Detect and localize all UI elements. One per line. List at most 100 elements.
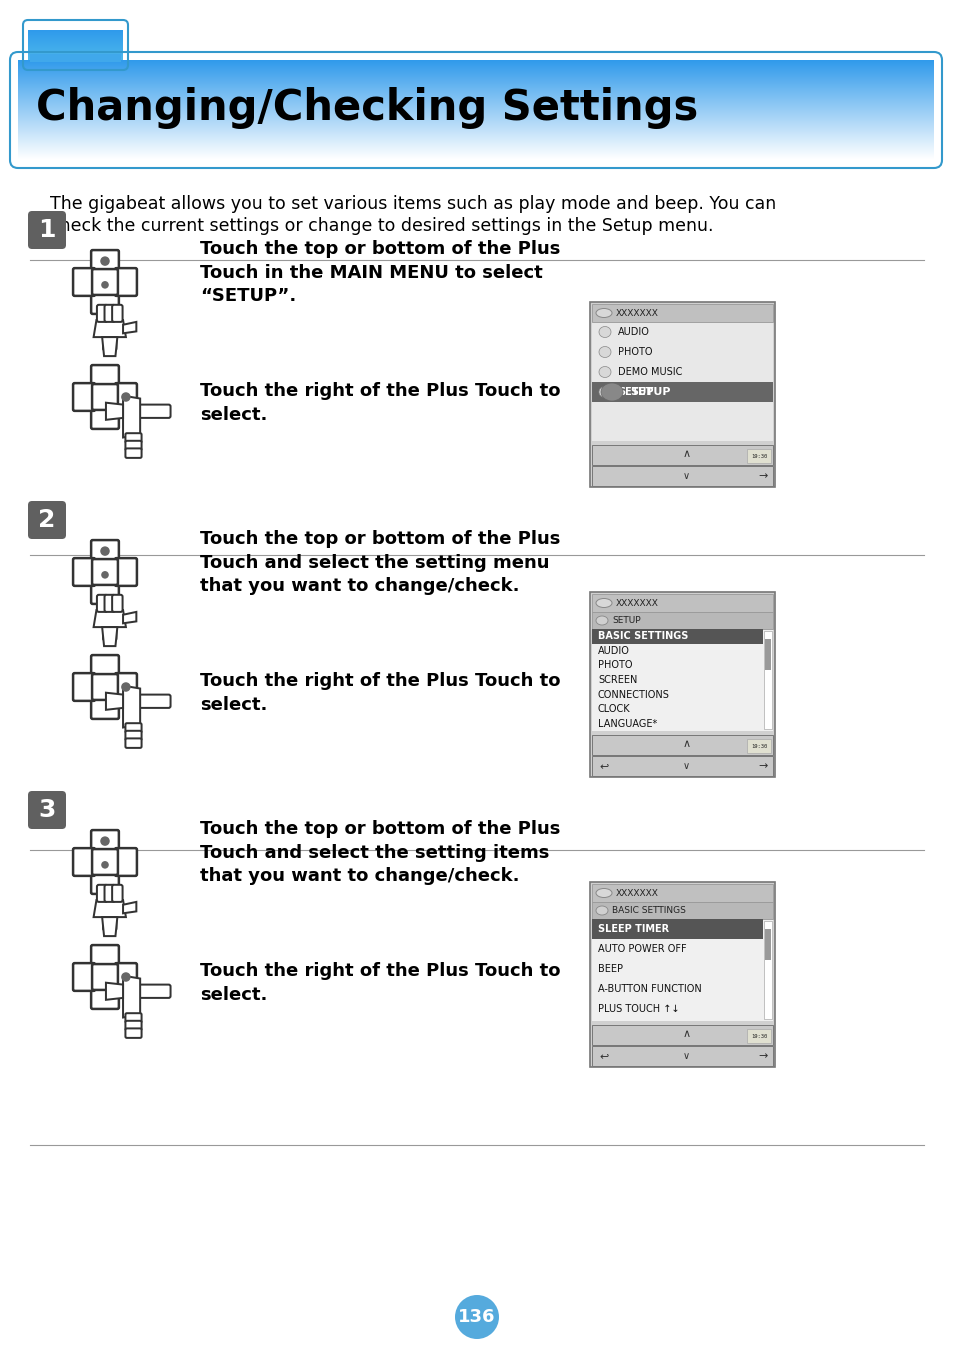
- Bar: [18, 113, 933, 114]
- Bar: [18, 111, 933, 113]
- Bar: [589, 303, 774, 487]
- Circle shape: [121, 683, 131, 692]
- Bar: [18, 80, 933, 81]
- Bar: [18, 148, 933, 151]
- Text: SETUP: SETUP: [612, 616, 640, 626]
- FancyBboxPatch shape: [91, 250, 119, 273]
- Bar: [592, 445, 772, 465]
- Text: CONNECTIONS: CONNECTIONS: [598, 689, 669, 700]
- FancyBboxPatch shape: [125, 738, 141, 748]
- Text: →: →: [758, 471, 767, 480]
- Text: ↩: ↩: [598, 1052, 608, 1061]
- FancyBboxPatch shape: [91, 292, 119, 313]
- Bar: [18, 118, 933, 119]
- FancyBboxPatch shape: [114, 963, 137, 991]
- Text: Touch the right of the Plus Touch to
select.: Touch the right of the Plus Touch to sel…: [200, 383, 560, 423]
- Text: SETUP: SETUP: [629, 387, 670, 398]
- Bar: [18, 148, 933, 149]
- Ellipse shape: [596, 616, 607, 626]
- Polygon shape: [123, 322, 136, 334]
- FancyBboxPatch shape: [92, 559, 118, 585]
- Bar: [18, 98, 933, 99]
- Bar: [18, 68, 933, 69]
- Text: ↩: ↩: [598, 761, 608, 771]
- Bar: [18, 61, 933, 62]
- Polygon shape: [93, 320, 126, 337]
- Bar: [592, 465, 772, 486]
- Bar: [18, 117, 933, 118]
- Bar: [18, 106, 933, 107]
- Bar: [18, 100, 933, 102]
- Text: XXXXXXX: XXXXXXX: [616, 308, 659, 318]
- Ellipse shape: [598, 327, 610, 338]
- FancyBboxPatch shape: [138, 985, 171, 997]
- Bar: [18, 137, 933, 138]
- Bar: [592, 883, 772, 902]
- Bar: [592, 756, 772, 776]
- Bar: [18, 156, 933, 157]
- Bar: [18, 73, 933, 75]
- Text: 19:30: 19:30: [750, 1034, 766, 1038]
- FancyBboxPatch shape: [73, 963, 95, 991]
- Bar: [18, 129, 933, 132]
- Bar: [592, 919, 762, 939]
- Bar: [746, 1029, 770, 1044]
- FancyBboxPatch shape: [125, 723, 141, 733]
- Text: The gigabeat allows you to set various items such as play mode and beep. You can: The gigabeat allows you to set various i…: [50, 195, 776, 213]
- Text: Touch the right of the Plus Touch to
select.: Touch the right of the Plus Touch to sel…: [200, 672, 560, 714]
- Bar: [18, 91, 933, 92]
- Text: 19:30: 19:30: [750, 453, 766, 459]
- Bar: [18, 64, 933, 65]
- Bar: [18, 96, 933, 98]
- FancyBboxPatch shape: [97, 594, 108, 612]
- Text: BEEP: BEEP: [598, 963, 622, 974]
- Circle shape: [455, 1295, 498, 1339]
- FancyBboxPatch shape: [125, 433, 141, 442]
- Bar: [592, 612, 772, 630]
- Bar: [18, 137, 933, 138]
- Bar: [18, 119, 933, 121]
- Text: SCREEN: SCREEN: [598, 674, 637, 685]
- Bar: [18, 103, 933, 104]
- Bar: [763, 631, 771, 729]
- Bar: [18, 133, 933, 134]
- Bar: [18, 121, 933, 122]
- Text: ∧: ∧: [681, 740, 690, 749]
- Bar: [18, 60, 933, 61]
- Polygon shape: [123, 976, 140, 1018]
- FancyBboxPatch shape: [91, 987, 119, 1008]
- Text: Changing/Checking Settings: Changing/Checking Settings: [36, 87, 698, 129]
- Circle shape: [121, 392, 131, 402]
- Ellipse shape: [598, 346, 610, 357]
- Bar: [18, 122, 933, 123]
- Bar: [18, 104, 933, 106]
- Text: BASIC SETTINGS: BASIC SETTINGS: [612, 906, 685, 915]
- Bar: [18, 110, 933, 111]
- Bar: [18, 80, 933, 81]
- Bar: [18, 84, 933, 85]
- Bar: [592, 304, 772, 322]
- Bar: [18, 110, 933, 113]
- Bar: [18, 118, 933, 119]
- Circle shape: [100, 547, 110, 556]
- Text: AUTO POWER OFF: AUTO POWER OFF: [598, 944, 686, 954]
- Bar: [18, 151, 933, 152]
- Bar: [18, 114, 933, 115]
- Text: LANGUAGE*: LANGUAGE*: [598, 719, 657, 729]
- Bar: [18, 130, 933, 132]
- Bar: [18, 88, 933, 90]
- Bar: [18, 159, 933, 160]
- Bar: [592, 902, 772, 919]
- Bar: [592, 1025, 772, 1045]
- FancyBboxPatch shape: [91, 365, 119, 387]
- Bar: [18, 149, 933, 151]
- Polygon shape: [106, 692, 123, 710]
- Bar: [592, 383, 772, 402]
- Bar: [764, 639, 770, 670]
- FancyBboxPatch shape: [103, 608, 116, 641]
- FancyBboxPatch shape: [125, 448, 141, 457]
- Circle shape: [100, 836, 110, 845]
- Ellipse shape: [596, 598, 612, 608]
- Bar: [592, 919, 772, 1020]
- FancyBboxPatch shape: [125, 1020, 141, 1030]
